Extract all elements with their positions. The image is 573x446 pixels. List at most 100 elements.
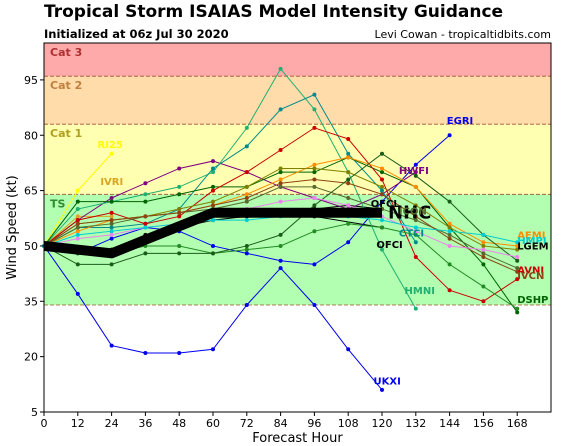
series-point <box>278 177 283 182</box>
series-point <box>312 184 317 189</box>
series-point <box>413 232 418 237</box>
series-point <box>380 225 384 230</box>
series-point <box>380 166 384 171</box>
band-label: Cat 1 <box>50 127 82 140</box>
model-label-aemi: AEMI <box>517 231 545 242</box>
series-point <box>481 240 486 245</box>
model-label-hmni: HMNI <box>405 286 435 297</box>
series-point <box>312 166 317 171</box>
series-point <box>380 199 384 204</box>
chart-title: Tropical Storm ISAIAS Model Intensity Gu… <box>44 2 504 22</box>
series-point <box>312 107 317 112</box>
series-point <box>109 210 114 215</box>
series-point <box>278 107 283 112</box>
series-point <box>312 162 317 167</box>
series-point <box>109 199 114 204</box>
series-point <box>312 302 317 307</box>
series-point <box>447 243 452 248</box>
series-point <box>413 184 418 189</box>
series-point <box>312 262 317 267</box>
y-tick-label: 80 <box>24 129 38 142</box>
series-point <box>143 199 148 204</box>
series-point <box>447 288 452 293</box>
series-point <box>413 306 418 311</box>
series-point <box>211 170 215 175</box>
series-point <box>75 188 80 193</box>
band-label: Cat 3 <box>50 46 82 59</box>
series-point <box>75 229 80 234</box>
series-point <box>211 218 215 223</box>
x-tick-label: 132 <box>405 417 426 430</box>
series-point <box>211 166 215 171</box>
series-point <box>413 214 418 219</box>
series-point <box>515 266 520 271</box>
x-tick-label: 120 <box>372 417 393 430</box>
series-point <box>211 184 215 189</box>
series-point <box>515 269 520 274</box>
series-point <box>346 177 351 182</box>
series-point <box>143 350 148 355</box>
series-point <box>447 262 452 267</box>
series-point <box>109 225 114 230</box>
x-tick-label: 96 <box>307 417 321 430</box>
series-point <box>312 92 317 97</box>
series-point <box>211 243 215 248</box>
series-point <box>413 162 418 167</box>
series-point <box>75 199 80 204</box>
series-point <box>312 125 317 130</box>
series-point <box>447 232 452 237</box>
series-point <box>413 225 418 230</box>
series-point <box>312 229 317 234</box>
series-point <box>211 347 215 352</box>
series-point <box>515 306 520 311</box>
series-point <box>380 218 384 223</box>
band-label: TS <box>50 197 66 210</box>
series-point <box>312 177 317 182</box>
series-point <box>109 195 114 200</box>
series-point <box>380 188 384 193</box>
series-point <box>211 159 215 164</box>
series-point <box>143 192 148 197</box>
x-tick-label: 0 <box>41 417 48 430</box>
series-point <box>75 236 80 241</box>
series-point <box>143 225 148 230</box>
series-point <box>278 181 283 186</box>
band-cat-3 <box>44 43 551 77</box>
series-point <box>346 195 351 200</box>
series-point <box>380 177 384 182</box>
series-point <box>278 166 283 171</box>
series-point <box>515 240 520 245</box>
series-point <box>515 277 520 282</box>
series-point <box>447 221 452 226</box>
model-label-icon: ICON <box>399 207 427 218</box>
series-point <box>515 247 520 252</box>
series-point <box>447 229 452 234</box>
series-point <box>312 195 317 200</box>
nhc-label: NHC <box>388 203 431 224</box>
chart-credit: Levi Cowan - tropicaltidbits.com <box>374 28 551 41</box>
series-point <box>177 192 182 197</box>
series-point <box>143 251 148 256</box>
series-point <box>211 251 215 256</box>
series-point <box>380 170 384 175</box>
model-label-ctci: CTCI <box>399 229 424 240</box>
series-point <box>244 192 249 197</box>
model-label-ukxi: UKXI <box>374 376 401 387</box>
series-point <box>278 184 283 189</box>
series-avni <box>42 125 520 304</box>
series-point <box>413 229 418 234</box>
x-tick-label: 72 <box>240 417 254 430</box>
model-label-egri: EGRI <box>447 116 473 127</box>
series-point <box>447 133 452 138</box>
series-point <box>278 199 283 204</box>
x-axis-ticks: 0 12 24 36 48 60 72 84 96 108 120 132 144 156 168 <box>41 412 528 430</box>
series-point <box>481 243 486 248</box>
x-tick-label: 24 <box>105 417 119 430</box>
series-point <box>244 195 249 200</box>
x-tick-label: 144 <box>439 417 460 430</box>
model-label-hmpi: HMPI <box>517 236 546 247</box>
series-point <box>481 251 486 256</box>
series-point <box>278 243 283 248</box>
